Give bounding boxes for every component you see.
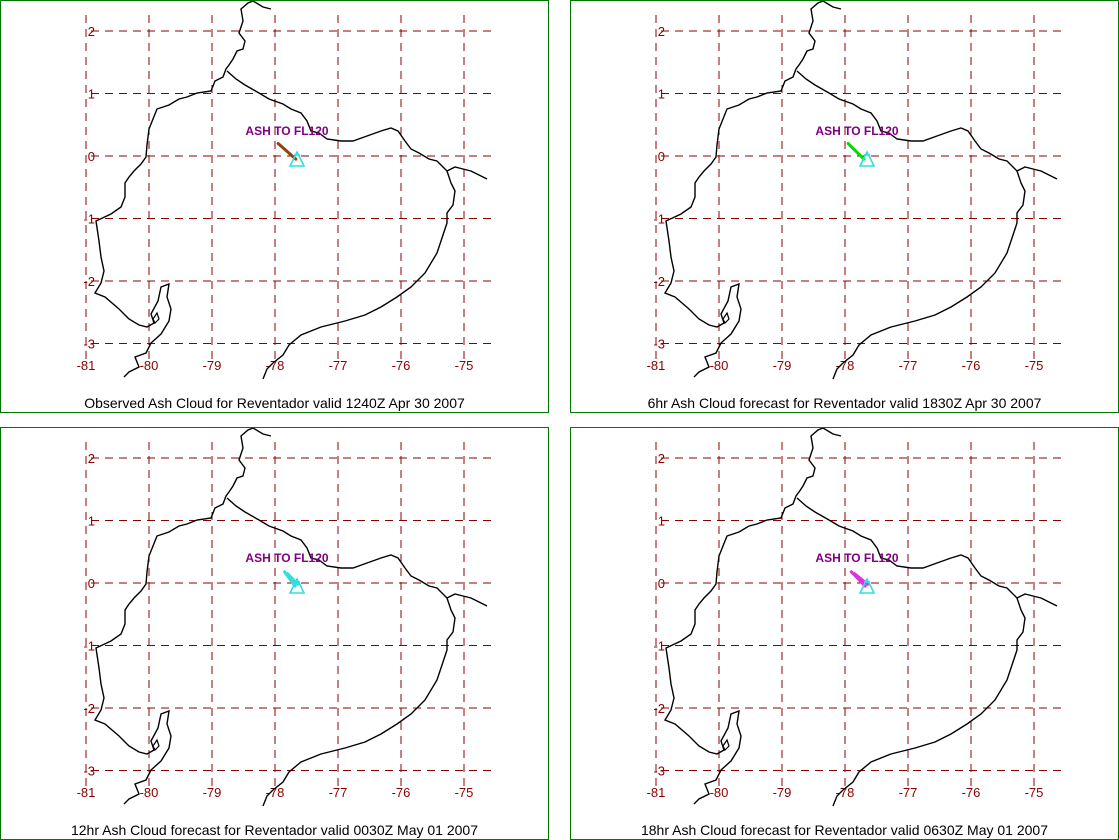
panel-caption: 18hr Ash Cloud forecast for Reventador v… [640,822,1049,838]
lat-tick-label: -1 [653,639,665,654]
lat-tick-label: 0 [88,576,95,591]
ash-cloud-segment [276,142,298,161]
ash-cloud-segment [846,142,866,161]
lon-tick-label: -81 [647,358,666,373]
lon-tick-label: -81 [647,785,666,800]
lat-tick-label: 1 [88,87,95,102]
lat-tick-label: 2 [658,451,665,466]
coastline [226,70,456,380]
lat-tick-label: -1 [83,212,95,227]
lat-tick-label: -3 [83,764,95,779]
coastline [446,166,488,180]
coastline [93,428,254,805]
coastline [663,1,824,378]
lat-tick-label: 2 [88,451,95,466]
lon-tick-label: -75 [455,358,474,373]
coastline [93,1,254,378]
lat-tick-label: -2 [83,274,95,289]
coastline [822,1,842,10]
ash-altitude-label: ASH TO FL120 [815,124,898,138]
lon-tick-label: -75 [455,785,474,800]
coastline [226,497,456,807]
map-panel-f18: -81 -80 -79 -78 -77 -76 -75 2 1 0 -1 -2 -3 ASH TO FL1… [570,427,1119,840]
lon-tick-label: -76 [962,358,981,373]
lon-tick-label: -75 [1025,785,1044,800]
lat-tick-label: -3 [83,337,95,352]
lon-tick-label: -77 [329,358,348,373]
coastline [663,428,824,805]
lon-tick-label: -79 [773,785,792,800]
map-panel-f12: -81 -80 -79 -78 -77 -76 -75 2 1 0 -1 -2 -3 ASH TO FL1… [0,427,549,840]
ash-altitude-label: ASH TO FL120 [245,124,328,138]
ash-altitude-label: ASH TO FL120 [815,551,898,565]
lat-tick-label: 0 [658,149,665,164]
lon-tick-label: -81 [77,358,96,373]
lon-tick-label: -80 [710,358,729,373]
panel-caption: 6hr Ash Cloud forecast for Reventador va… [647,395,1042,411]
lon-tick-label: -76 [962,785,981,800]
island-outline [722,311,730,325]
island-outline [152,311,160,325]
ash-altitude-label: ASH TO FL120 [245,551,328,565]
volcano-triangle-icon [288,150,306,167]
coastline [252,1,272,10]
lon-tick-label: -79 [203,358,222,373]
coastline [1016,593,1058,607]
coastline [252,428,272,437]
lon-tick-label: -78 [266,785,285,800]
lat-tick-label: 2 [658,24,665,39]
lat-tick-label: 1 [88,514,95,529]
coastline [796,70,1026,380]
lat-tick-label: 1 [658,87,665,102]
lon-tick-label: -76 [392,358,411,373]
panel-caption: 12hr Ash Cloud forecast for Reventador v… [70,822,479,838]
coastline [1016,166,1058,180]
map-canvas: -81 -80 -79 -78 -77 -76 -75 2 1 0 -1 -2 -3 ASH TO FL1… [77,1,491,380]
lon-tick-label: -80 [140,785,159,800]
lon-tick-label: -77 [899,785,918,800]
map-canvas: -81 -80 -79 -78 -77 -76 -75 2 1 0 -1 -2 -3 ASH TO FL1… [77,428,491,807]
lat-tick-label: 1 [658,514,665,529]
lat-tick-label: -1 [653,212,665,227]
lat-tick-label: 0 [88,149,95,164]
lat-tick-label: -2 [653,274,665,289]
coastline [822,428,842,437]
panel-caption: Observed Ash Cloud for Reventador valid … [84,395,465,411]
lat-tick-label: -3 [653,337,665,352]
lon-tick-label: -75 [1025,358,1044,373]
map-panel-obs: -81 -80 -79 -78 -77 -76 -75 2 1 0 -1 -2 -3 ASH TO FL1… [0,0,549,413]
coastline [796,497,1026,807]
lat-tick-label: 0 [658,576,665,591]
lat-tick-label: -3 [653,764,665,779]
lat-tick-label: -2 [653,701,665,716]
volcano-triangle-icon [858,577,876,594]
volcano-triangle-icon [858,150,876,167]
lat-tick-label: -2 [83,701,95,716]
island-outline [722,738,730,752]
map-canvas: -81 -80 -79 -78 -77 -76 -75 2 1 0 -1 -2 -3 ASH TO FL1… [647,428,1061,807]
coastline [446,593,488,607]
lon-tick-label: -78 [836,358,855,373]
lon-tick-label: -80 [710,785,729,800]
lon-tick-label: -77 [329,785,348,800]
lon-tick-label: -80 [140,358,159,373]
lon-tick-label: -77 [899,358,918,373]
map-panel-f06: -81 -80 -79 -78 -77 -76 -75 2 1 0 -1 -2 -3 ASH TO FL1… [570,0,1119,413]
lon-tick-label: -79 [773,358,792,373]
volcano-triangle-icon [288,577,306,594]
island-outline [152,738,160,752]
lon-tick-label: -81 [77,785,96,800]
lat-tick-label: 2 [88,24,95,39]
lat-tick-label: -1 [83,639,95,654]
lon-tick-label: -76 [392,785,411,800]
lon-tick-label: -78 [266,358,285,373]
lon-tick-label: -78 [836,785,855,800]
map-canvas: -81 -80 -79 -78 -77 -76 -75 2 1 0 -1 -2 -3 ASH TO FL1… [647,1,1061,380]
lon-tick-label: -79 [203,785,222,800]
